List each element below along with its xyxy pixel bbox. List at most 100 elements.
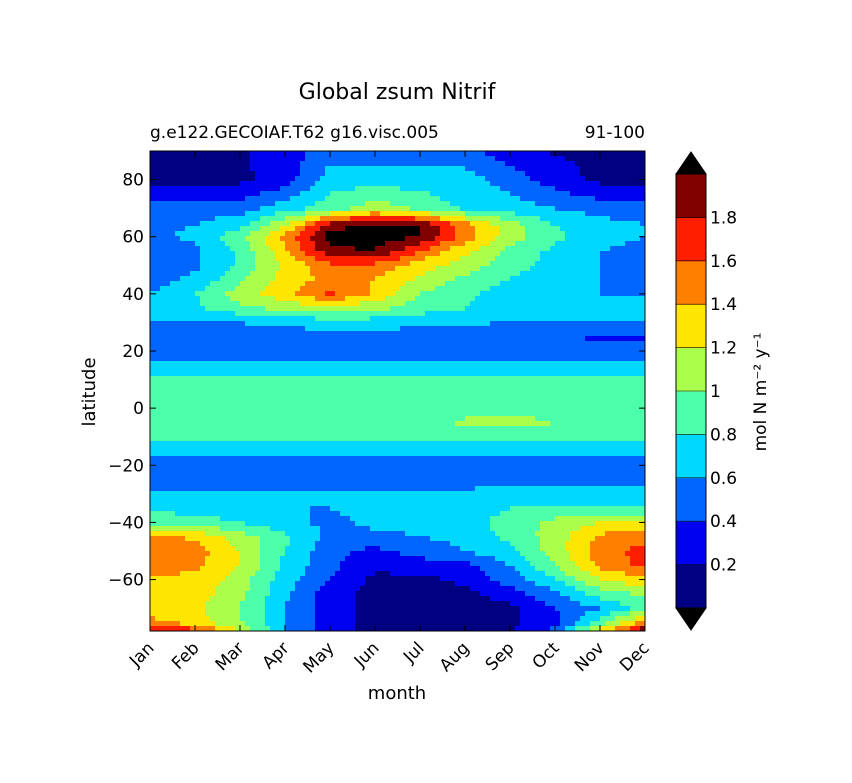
contour-cell: [625, 186, 631, 192]
contour-cell: [440, 151, 446, 157]
contour-cell: [565, 181, 571, 187]
contour-cell: [295, 256, 301, 262]
contour-cell: [315, 206, 321, 212]
contour-cell: [340, 346, 346, 352]
contour-cell: [375, 181, 381, 187]
contour-cell: [590, 391, 596, 397]
contour-cell: [555, 221, 561, 227]
contour-cell: [515, 301, 521, 307]
contour-cell: [525, 181, 531, 187]
contour-cell: [485, 361, 491, 367]
contour-cell: [395, 281, 401, 287]
contour-cell: [580, 306, 586, 312]
contour-cell: [545, 296, 551, 302]
contour-cell: [505, 221, 511, 227]
contour-cell: [210, 371, 216, 377]
contour-cell: [350, 286, 356, 292]
contour-cell: [530, 186, 536, 192]
contour-cell: [600, 276, 606, 282]
contour-cell: [365, 341, 371, 347]
contour-cell: [540, 366, 546, 372]
contour-cell: [460, 251, 466, 257]
contour-cell: [400, 231, 406, 237]
contour-cell: [400, 211, 406, 217]
contour-cell: [260, 186, 266, 192]
contour-cell: [630, 266, 636, 272]
contour-cell: [380, 276, 386, 282]
contour-cell: [415, 176, 421, 182]
contour-cell: [160, 241, 166, 247]
contour-cell: [180, 171, 186, 177]
contour-cell: [170, 196, 176, 202]
contour-cell: [560, 311, 566, 317]
contour-cell: [215, 396, 221, 402]
contour-cell: [525, 291, 531, 297]
contour-cell: [405, 256, 411, 262]
contour-cell: [155, 161, 161, 167]
contour-cell: [250, 341, 256, 347]
contour-cell: [590, 266, 596, 272]
contour-cell: [350, 236, 356, 242]
contour-cell: [280, 401, 286, 407]
contour-cell: [220, 266, 226, 272]
contour-cell: [240, 316, 246, 322]
contour-cell: [315, 386, 321, 392]
contour-cell: [575, 221, 581, 227]
contour-cell: [495, 316, 501, 322]
contour-cell: [280, 316, 286, 322]
contour-cell: [565, 381, 571, 387]
contour-cell: [210, 401, 216, 407]
contour-cell: [465, 286, 471, 292]
contour-cell: [510, 231, 516, 237]
contour-cell: [450, 221, 456, 227]
contour-cell: [325, 241, 331, 247]
contour-cell: [385, 196, 391, 202]
contour-cell: [635, 156, 641, 162]
contour-cell: [550, 171, 556, 177]
contour-cell: [390, 271, 396, 277]
contour-cell: [600, 331, 606, 337]
contour-cell: [195, 271, 201, 277]
contour-cell: [620, 311, 626, 317]
contour-cell: [560, 256, 566, 262]
contour-cell: [605, 326, 611, 332]
contour-cell: [625, 286, 631, 292]
contour-cell: [565, 371, 571, 377]
contour-cell: [320, 331, 326, 337]
contour-cell: [545, 356, 551, 362]
contour-cell: [430, 206, 436, 212]
contour-cell: [430, 251, 436, 257]
contour-cell: [635, 381, 641, 387]
contour-cell: [320, 391, 326, 397]
contour-cell: [560, 241, 566, 247]
contour-cell: [200, 276, 206, 282]
contour-cell: [205, 346, 211, 352]
contour-cell: [460, 271, 466, 277]
contour-cell: [475, 291, 481, 297]
contour-cell: [165, 161, 171, 167]
contour-cell: [160, 291, 166, 297]
contour-cell: [600, 156, 606, 162]
contour-cell: [365, 381, 371, 387]
contour-cell: [520, 316, 526, 322]
contour-cell: [390, 301, 396, 307]
contour-cell: [620, 356, 626, 362]
contour-cell: [575, 396, 581, 402]
contour-cell: [500, 326, 506, 332]
contour-cell: [535, 286, 541, 292]
contour-cell: [210, 326, 216, 332]
contour-cell: [455, 376, 461, 382]
contour-cell: [630, 201, 636, 207]
contour-cell: [275, 276, 281, 282]
contour-cell: [530, 326, 536, 332]
contour-cell: [150, 296, 156, 302]
contour-cell: [635, 211, 641, 217]
contour-cell: [470, 311, 476, 317]
contour-cell: [170, 346, 176, 352]
contour-cell: [600, 281, 606, 287]
contour-cell: [305, 321, 311, 327]
contour-cell: [580, 161, 586, 167]
contour-cell: [360, 236, 366, 242]
contour-cell: [495, 331, 501, 337]
contour-cell: [195, 336, 201, 342]
